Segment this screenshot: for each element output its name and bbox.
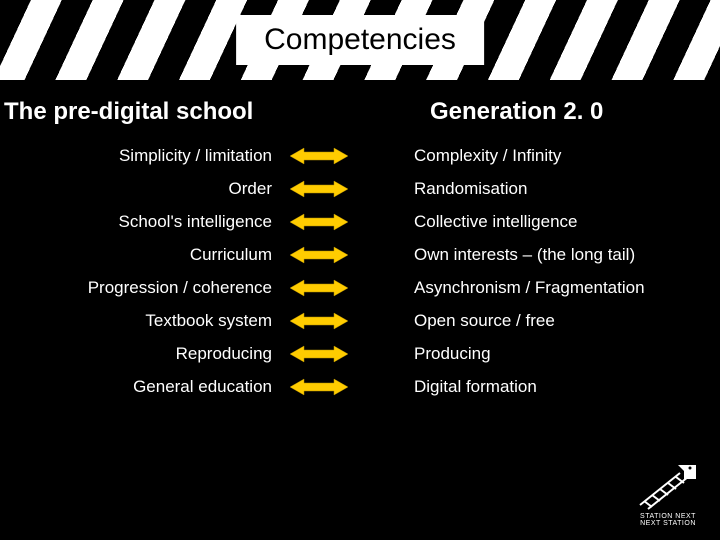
comparison-row: Curriculum Own interests – (the long tail… bbox=[4, 245, 710, 265]
double-arrow-icon bbox=[284, 246, 354, 264]
right-cell: Complexity / Infinity bbox=[354, 146, 710, 166]
comparison-row: School's intelligence Collective intellig… bbox=[4, 212, 710, 232]
right-cell: Digital formation bbox=[354, 377, 710, 397]
comparison-rows: Simplicity / limitation Complexity / Infi… bbox=[0, 146, 710, 397]
double-arrow-icon bbox=[284, 147, 354, 165]
right-column-header: Generation 2. 0 bbox=[320, 98, 710, 126]
slide-title: Competencies bbox=[236, 15, 484, 65]
left-cell: Order bbox=[4, 179, 284, 199]
left-cell: General education bbox=[4, 377, 284, 397]
comparison-row: General education Digital formation bbox=[4, 377, 710, 397]
right-cell: Randomisation bbox=[354, 179, 710, 199]
station-next-logo: STATION NEXT NEXT STATION bbox=[634, 461, 702, 528]
comparison-row: Order Randomisation bbox=[4, 179, 710, 199]
logo-line2: NEXT STATION bbox=[640, 520, 696, 528]
right-cell: Own interests – (the long tail) bbox=[354, 245, 710, 265]
left-cell: Simplicity / limitation bbox=[4, 146, 284, 166]
header-band: Competencies bbox=[0, 0, 720, 80]
double-arrow-icon bbox=[284, 378, 354, 396]
left-column-header: The pre-digital school bbox=[0, 98, 320, 126]
double-arrow-icon bbox=[284, 213, 354, 231]
right-cell: Asynchronism / Fragmentation bbox=[354, 278, 710, 298]
comparison-row: Simplicity / limitation Complexity / Infi… bbox=[4, 146, 710, 166]
double-arrow-icon bbox=[284, 312, 354, 330]
right-cell: Producing bbox=[354, 344, 710, 364]
left-cell: Progression / coherence bbox=[4, 278, 284, 298]
left-cell: Textbook system bbox=[4, 311, 284, 331]
left-cell: Reproducing bbox=[4, 344, 284, 364]
left-cell: Curriculum bbox=[4, 245, 284, 265]
double-arrow-icon bbox=[284, 279, 354, 297]
comparison-row: Progression / coherence Asynchronism / Fr… bbox=[4, 278, 710, 298]
comparison-row: Reproducing Producing bbox=[4, 344, 710, 364]
logo-graphic bbox=[634, 461, 702, 511]
double-arrow-icon bbox=[284, 345, 354, 363]
logo-line1: STATION NEXT bbox=[640, 513, 696, 521]
logo-text: STATION NEXT NEXT STATION bbox=[640, 513, 696, 528]
column-headers: The pre-digital school Generation 2. 0 bbox=[0, 98, 710, 126]
right-cell: Open source / free bbox=[354, 311, 710, 331]
comparison-row: Textbook system Open source / free bbox=[4, 311, 710, 331]
double-arrow-icon bbox=[284, 180, 354, 198]
content-area: The pre-digital school Generation 2. 0 S… bbox=[0, 80, 720, 397]
left-cell: School's intelligence bbox=[4, 212, 284, 232]
right-cell: Collective intelligence bbox=[354, 212, 710, 232]
